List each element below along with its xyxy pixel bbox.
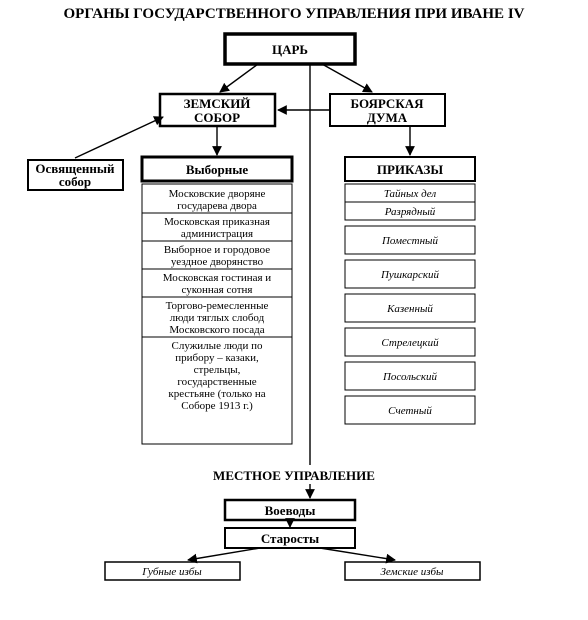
svg-text:Воеводы: Воеводы [265, 503, 316, 518]
node-gubnye: Губные избы [105, 562, 240, 580]
svg-text:уездное дворянство: уездное дворянство [171, 256, 264, 268]
svg-text:стрельцы,: стрельцы, [194, 364, 241, 376]
svg-text:Пушкарский: Пушкарский [380, 269, 440, 281]
node-boyar-duma: БОЯРСКАЯ ДУМА [330, 94, 445, 126]
svg-text:Выборные: Выборные [186, 162, 249, 177]
svg-text:Счетный: Счетный [388, 405, 432, 417]
svg-text:Губные избы: Губные избы [141, 566, 202, 578]
svg-text:СОБОР: СОБОР [194, 110, 240, 125]
svg-text:Поместный: Поместный [381, 235, 439, 247]
svg-text:государственные: государственные [177, 376, 256, 388]
svg-text:ЗЕМСКИЙ: ЗЕМСКИЙ [184, 96, 251, 111]
svg-text:Московская приказная: Московская приказная [164, 216, 270, 228]
svg-text:Посольский: Посольский [382, 371, 438, 383]
svg-text:администрация: администрация [181, 228, 253, 240]
svg-text:крестьяне (только на: крестьяне (только на [168, 388, 265, 400]
svg-text:Торгово-ремесленные: Торгово-ремесленные [166, 300, 269, 312]
node-tsar: ЦАРЬ [225, 34, 355, 64]
svg-text:Казенный: Казенный [386, 303, 433, 315]
svg-text:Московские дворяне: Московские дворяне [169, 188, 266, 200]
vybornye-list: Московские дворяне государева двора Моск… [142, 184, 292, 444]
svg-text:ДУМА: ДУМА [367, 110, 408, 125]
node-zemskie: Земские избы [345, 562, 480, 580]
node-prikazy: ПРИКАЗЫ [345, 157, 475, 181]
svg-text:ПРИКАЗЫ: ПРИКАЗЫ [377, 162, 444, 177]
svg-text:прибору – казаки,: прибору – казаки, [175, 352, 259, 364]
svg-text:государева двора: государева двора [177, 200, 257, 212]
svg-text:Стрелецкий: Стрелецкий [381, 337, 439, 349]
svg-text:суконная сотня: суконная сотня [182, 284, 253, 296]
svg-text:БОЯРСКАЯ: БОЯРСКАЯ [350, 96, 424, 111]
svg-text:Земские избы: Земские избы [380, 566, 444, 578]
prikazy-list: Тайных дел Разрядный Поместный Пушкарски… [345, 184, 475, 424]
svg-text:собор: собор [59, 174, 91, 189]
local-title: МЕСТНОЕ УПРАВЛЕНИЕ [213, 468, 375, 483]
svg-text:Разрядный: Разрядный [384, 206, 436, 218]
svg-text:Служилые люди по: Служилые люди по [172, 340, 263, 352]
svg-text:Выборное и городовое: Выборное и городовое [164, 244, 270, 256]
svg-text:Тайных дел: Тайных дел [384, 188, 437, 200]
svg-text:Московская гостиная и: Московская гостиная и [163, 272, 271, 284]
diagram-root: ОРГАНЫ ГОСУДАРСТВЕННОГО УПРАВЛЕНИЯ ПРИ И… [0, 0, 588, 620]
svg-text:Старосты: Старосты [261, 531, 319, 546]
node-zemsky-sobor: ЗЕМСКИЙ СОБОР [160, 94, 275, 126]
svg-text:люди тяглых слобод: люди тяглых слобод [170, 312, 265, 324]
node-starosty: Старосты [225, 528, 355, 548]
svg-text:Московского посада: Московского посада [169, 324, 264, 336]
node-voevody: Воеводы [225, 500, 355, 520]
page-title: ОРГАНЫ ГОСУДАРСТВЕННОГО УПРАВЛЕНИЯ ПРИ И… [64, 6, 525, 22]
tsar-label: ЦАРЬ [272, 42, 308, 57]
svg-text:Соборе 1913 г.): Соборе 1913 г.) [181, 400, 253, 412]
node-vybornye: Выборные [142, 157, 292, 181]
node-osv-sobor: Освященный собор [28, 160, 123, 190]
